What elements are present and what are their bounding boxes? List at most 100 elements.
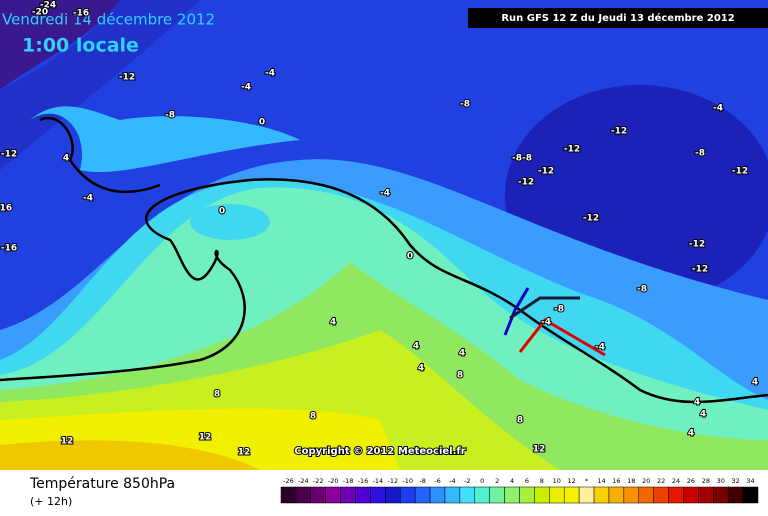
legend-label: -6 (434, 477, 440, 485)
temp-area (0, 440, 260, 470)
contour-label: -8-8 (512, 154, 532, 164)
cold-front (503, 287, 530, 336)
legend-swatch (340, 486, 356, 504)
contour-label: -16 (73, 9, 89, 19)
legend-swatch (325, 486, 341, 504)
legend-label: 20 (642, 477, 650, 485)
legend-label: 26 (687, 477, 695, 485)
footer-lead: (+ 12h) (30, 495, 72, 508)
legend-label: -22 (313, 477, 324, 485)
footer-title: Température 850hPa (29, 476, 175, 492)
legend-label: 28 (702, 477, 710, 485)
forecast-date: Vendredi 14 décembre 2012 (2, 11, 215, 29)
legend-swatch (400, 486, 416, 504)
legend-swatch (429, 486, 446, 504)
legend-label: 10 (553, 477, 561, 485)
legend-label: 22 (657, 477, 665, 485)
contour-label: 4 (752, 378, 758, 388)
contour-label: -8 (695, 149, 705, 159)
legend-label: -8 (419, 477, 425, 485)
legend-swatch (489, 486, 505, 504)
contour-label: 8 (457, 371, 463, 381)
contour-label: 4 (413, 342, 419, 352)
contour-label: -12 (1, 150, 17, 160)
legend-swatch (608, 486, 625, 504)
contour-label: 4 (418, 364, 424, 374)
contour-label: -12 (564, 145, 580, 155)
legend-swatch (444, 486, 461, 504)
legend-label: 6 (525, 477, 529, 485)
legend-label: -26 (283, 477, 294, 485)
legend-swatch (519, 486, 535, 504)
legend-swatch (414, 486, 431, 504)
legend-label: 24 (672, 477, 680, 485)
contour-label: -8 (165, 111, 175, 121)
legend-label: -12 (387, 477, 398, 485)
legend-label: -2 (464, 477, 470, 485)
forecast-time: 1:00 locale (22, 35, 139, 57)
contour-label: -4 (541, 318, 551, 328)
contour-label: -12 (538, 167, 554, 177)
legend-swatch (549, 486, 565, 504)
cold-area (0, 0, 120, 90)
legend-label: 0 (480, 477, 484, 485)
legend-label: -24 (298, 477, 309, 485)
contour-label: 8 (310, 412, 316, 422)
contour-label: 12 (199, 433, 212, 443)
legend-label: 16 (612, 477, 620, 485)
legend-label: 14 (597, 477, 605, 485)
contour-label: -16 (0, 204, 12, 214)
legend-swatch (698, 486, 714, 504)
legend-swatch (474, 486, 490, 504)
legend-label: 12 (568, 477, 576, 485)
contour-label: -4 (595, 343, 605, 353)
legend-swatch (653, 486, 669, 504)
legend-label: 30 (717, 477, 725, 485)
run-banner (468, 8, 768, 28)
contour-label: 12 (61, 437, 74, 447)
isotherm (39, 116, 161, 194)
legend-swatch (504, 486, 520, 504)
legend-label: 18 (627, 477, 635, 485)
legend-label: -18 (343, 477, 354, 485)
legend-swatch (668, 486, 684, 504)
legend-label: 34 (746, 477, 754, 485)
legend-swatch (310, 486, 326, 504)
legend-swatch (563, 486, 580, 504)
legend-swatch (459, 486, 476, 504)
legend-label: -4 (449, 477, 455, 485)
legend-swatch (593, 486, 610, 504)
legend-swatch (683, 486, 699, 504)
contour-label: 4 (694, 398, 700, 408)
legend-swatch (713, 486, 729, 504)
contour-label: 4 (700, 410, 706, 420)
copyright: Copyright © 2012 Meteociel.fr (294, 446, 465, 457)
contour-label: -12 (611, 127, 627, 137)
legend-swatch (370, 486, 386, 504)
temp-area (30, 106, 300, 173)
zero-isotherm (0, 178, 768, 404)
legend-label: 4 (510, 477, 514, 485)
legend-label: -16 (358, 477, 369, 485)
legend-label: * (585, 477, 589, 485)
contour-label: 12 (533, 445, 546, 455)
contour-label: -16 (1, 244, 17, 254)
legend-label: -14 (373, 477, 384, 485)
legend-swatch (355, 486, 371, 504)
contour-label: -12 (689, 240, 705, 250)
legend-swatch (742, 486, 759, 504)
contour-label: 0 (219, 207, 225, 217)
contour-label: -20 (32, 8, 48, 18)
legend-label: 32 (732, 477, 740, 485)
legend-label: 2 (495, 477, 499, 485)
contour-label: -4 (241, 83, 251, 93)
occluded-front (509, 296, 580, 320)
contour-label: -4 (380, 189, 390, 199)
contour-label: 0 (259, 118, 265, 128)
legend-label: 8 (540, 477, 544, 485)
contour-label: -12 (583, 214, 599, 224)
contour-label: 12 (238, 448, 251, 458)
contour-label: 4 (459, 349, 465, 359)
